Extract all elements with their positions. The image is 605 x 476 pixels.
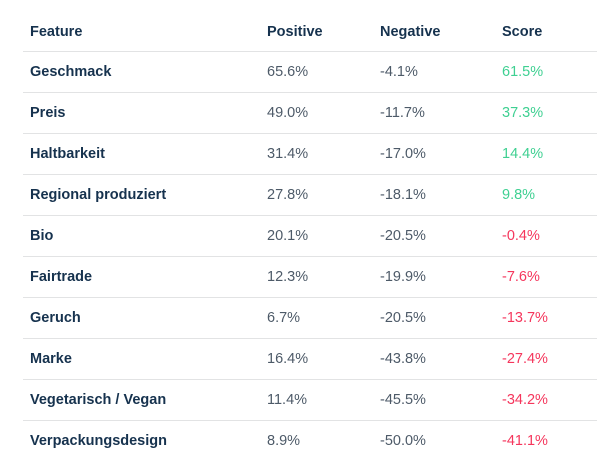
feature-name: Verpackungsdesign <box>30 433 167 450</box>
positive-value: 11.4% <box>267 391 308 408</box>
score-value: 9.8% <box>502 186 536 203</box>
positive-value: 65.6% <box>267 63 309 80</box>
feature-sentiment-table: Feature Positive Negative Score Geschmac… <box>0 13 605 462</box>
table-row: Preis 49.0% -11.7% 37.3% <box>23 93 597 134</box>
positive-value: 27.8% <box>267 186 309 203</box>
column-header-negative: Negative <box>380 23 441 40</box>
negative-value: -45.5% <box>380 391 426 408</box>
score-value: 61.5% <box>502 63 544 80</box>
table-row: Fairtrade 12.3% -19.9% -7.6% <box>23 257 597 298</box>
feature-name: Preis <box>30 104 66 121</box>
score-value: -0.4% <box>502 227 540 244</box>
negative-value: -50.0% <box>380 433 426 450</box>
table-row: Marke 16.4% -43.8% -27.4% <box>23 339 597 380</box>
column-header-positive: Positive <box>267 23 323 40</box>
positive-value: 49.0% <box>267 104 309 121</box>
score-value: -27.4% <box>502 350 548 367</box>
score-value: -41.1% <box>502 433 548 450</box>
feature-name: Geschmack <box>30 63 112 80</box>
positive-value: 6.7% <box>267 309 301 326</box>
negative-value: -20.5% <box>380 227 426 244</box>
negative-value: -18.1% <box>380 186 426 203</box>
negative-value: -20.5% <box>380 309 426 326</box>
positive-value: 8.9% <box>267 433 301 450</box>
feature-name: Bio <box>30 227 54 244</box>
column-header-feature: Feature <box>30 23 83 40</box>
feature-name: Geruch <box>30 309 81 326</box>
table-row: Geruch 6.7% -20.5% -13.7% <box>23 298 597 339</box>
positive-value: 16.4% <box>267 350 309 367</box>
table-row: Geschmack 65.6% -4.1% 61.5% <box>23 52 597 93</box>
column-header-score: Score <box>502 23 543 40</box>
feature-name: Haltbarkeit <box>30 145 105 162</box>
table-row: Regional produziert 27.8% -18.1% 9.8% <box>23 175 597 216</box>
score-value: 37.3% <box>502 104 544 121</box>
negative-value: -11.7% <box>380 104 425 121</box>
table-row: Haltbarkeit 31.4% -17.0% 14.4% <box>23 134 597 175</box>
score-value: 14.4% <box>502 145 544 162</box>
negative-value: -17.0% <box>380 145 426 162</box>
table-row: Vegetarisch / Vegan 11.4% -45.5% -34.2% <box>23 380 597 421</box>
score-value: -34.2% <box>502 391 548 408</box>
negative-value: -4.1% <box>380 63 418 80</box>
table-body: Geschmack 65.6% -4.1% 61.5% Preis 49.0% … <box>0 52 605 462</box>
feature-name: Regional produziert <box>30 186 167 203</box>
table-row: Verpackungsdesign 8.9% -50.0% -41.1% <box>23 421 597 462</box>
feature-name: Vegetarisch / Vegan <box>30 391 167 408</box>
negative-value: -43.8% <box>380 350 426 367</box>
positive-value: 12.3% <box>267 268 309 285</box>
score-value: -13.7% <box>502 309 548 326</box>
feature-name: Fairtrade <box>30 268 93 285</box>
table-header-row: Feature Positive Negative Score <box>23 13 597 52</box>
negative-value: -19.9% <box>380 268 426 285</box>
positive-value: 20.1% <box>267 227 309 244</box>
score-value: -7.6% <box>502 268 540 285</box>
table-row: Bio 20.1% -20.5% -0.4% <box>23 216 597 257</box>
positive-value: 31.4% <box>267 145 309 162</box>
feature-name: Marke <box>30 350 72 367</box>
